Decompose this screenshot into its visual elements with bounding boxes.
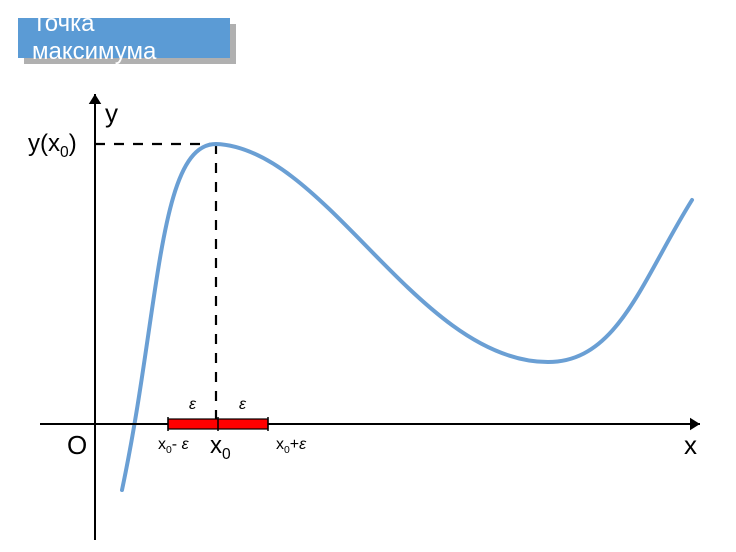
diagram-svg [0,0,736,552]
epsilon-left-label: ε [189,396,196,414]
y-of-x0-label: y(x0) [28,130,77,162]
x-axis-arrow [690,418,700,431]
epsilon-right-label: ε [239,396,246,414]
origin-label: O [67,430,87,461]
x0-label: x0 [210,432,231,464]
y-axis-label: y [105,98,118,129]
x0-plus-eps-label: x0+ε [276,436,306,456]
x-axis-label: x [684,430,697,461]
function-curve [122,144,692,490]
y-axis-arrow [89,94,102,104]
x0-minus-eps-label: x0- ε [158,436,189,456]
